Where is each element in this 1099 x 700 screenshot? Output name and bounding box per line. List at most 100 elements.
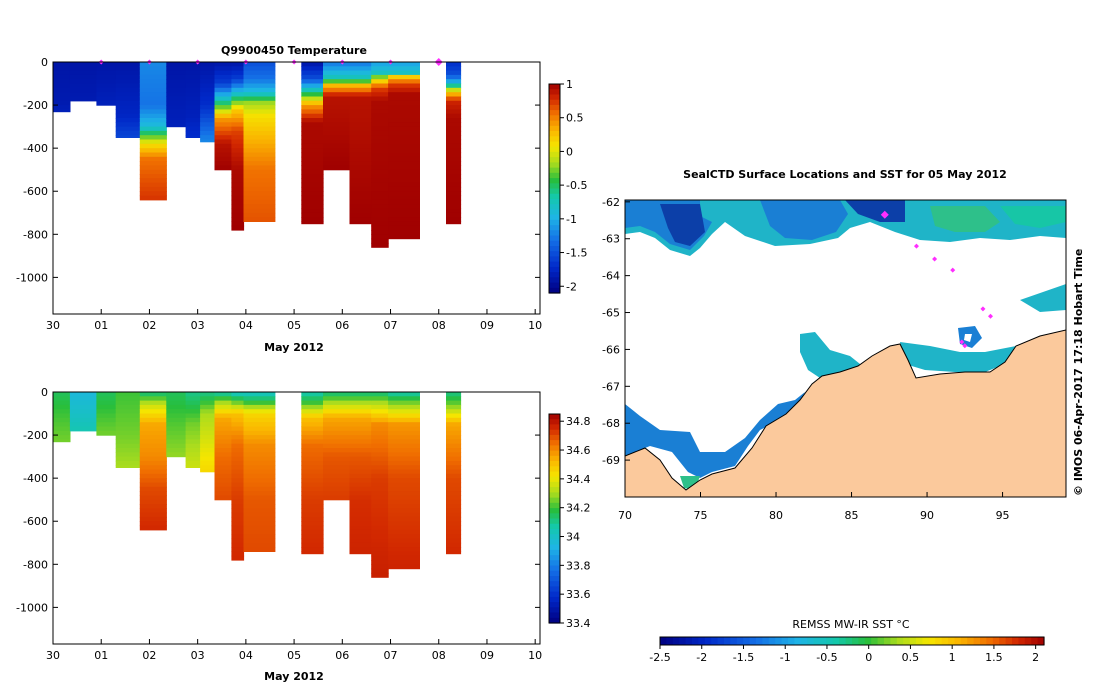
- profile-column: [214, 392, 232, 501]
- profile-cell: [166, 109, 187, 115]
- profile-cell: [115, 62, 141, 67]
- sst-colorbar-segment: [717, 637, 725, 645]
- profile-cell: [446, 551, 462, 555]
- profile-cell: [323, 417, 351, 423]
- profile-cell: [323, 413, 351, 419]
- profile-cell: [139, 495, 167, 501]
- profile-cell: [139, 122, 167, 128]
- profile-cell: [371, 551, 389, 557]
- profile-cell: [371, 161, 389, 166]
- profile-cell: [115, 430, 141, 436]
- profile-cell: [231, 512, 245, 518]
- profile-cell: [166, 413, 187, 419]
- profile-cell: [371, 169, 389, 175]
- profile-cell: [139, 70, 167, 76]
- profile-cell: [96, 400, 117, 406]
- profile-cell: [301, 478, 324, 484]
- profile-cell: [214, 469, 232, 475]
- profile-cell: [349, 156, 372, 162]
- profile-cell: [446, 512, 462, 518]
- profile-cell: [388, 186, 420, 192]
- profile-cell: [323, 460, 351, 466]
- profile-cell: [371, 118, 389, 123]
- profile-cell: [446, 478, 462, 484]
- profile-cell: [323, 70, 351, 76]
- profile-cell: [243, 473, 276, 479]
- profile-cell: [200, 83, 216, 89]
- sst-colorbar-segment: [1037, 637, 1045, 645]
- profile-cell: [349, 109, 372, 115]
- profile-cell: [115, 74, 141, 80]
- colorbar-segment: [549, 445, 560, 452]
- profile-cell: [139, 508, 167, 514]
- profile-cell: [231, 225, 245, 231]
- profile-cell: [69, 396, 97, 402]
- profile-cell: [446, 392, 462, 397]
- profile-cell: [388, 547, 420, 552]
- profile-cell: [166, 70, 187, 76]
- profile-cell: [301, 508, 324, 514]
- profile-cell: [185, 118, 201, 123]
- colorbar-segment: [549, 607, 560, 614]
- profile-cell: [301, 96, 324, 102]
- profile-cell: [371, 413, 389, 419]
- profile-cell: [301, 473, 324, 479]
- profile-cell: [371, 491, 389, 496]
- colorbar-segment: [549, 235, 560, 242]
- profile-cell: [53, 409, 71, 415]
- profile-cell: [446, 404, 462, 410]
- colorbar-segment: [549, 183, 560, 190]
- profile-cell: [166, 392, 187, 397]
- profile-cell: [301, 100, 324, 106]
- profile-cell: [139, 409, 167, 415]
- profile-cell: [323, 139, 351, 145]
- profile-cell: [301, 199, 324, 205]
- profile-cell: [231, 547, 245, 552]
- profile-cell: [214, 430, 232, 436]
- temperature-title: Q9900450 Temperature: [221, 44, 367, 57]
- surface-location-marker: [950, 267, 956, 273]
- profile-cell: [323, 456, 351, 462]
- profile-cell: [185, 435, 201, 440]
- profile-cell: [185, 113, 201, 119]
- profile-cell: [371, 529, 389, 535]
- profile-cell: [231, 448, 245, 453]
- colorbar-tick-label: 34.2: [566, 502, 591, 515]
- colorbar-segment: [549, 287, 560, 294]
- profile-cell: [301, 139, 324, 145]
- colorbar-segment: [549, 89, 560, 95]
- profile-column: [214, 62, 232, 171]
- profile-cell: [214, 139, 232, 145]
- profile-cell: [349, 178, 372, 184]
- profile-cell: [214, 456, 232, 462]
- profile-cell: [115, 409, 141, 415]
- profile-cell: [371, 460, 389, 466]
- profile-cell: [139, 152, 167, 158]
- profile-cell: [166, 74, 187, 80]
- profile-cell: [446, 199, 462, 205]
- profile-cell: [388, 439, 420, 445]
- profile-cell: [446, 221, 462, 225]
- profile-cell: [200, 439, 216, 445]
- colorbar-segment: [549, 115, 560, 122]
- profile-cell: [388, 70, 420, 76]
- profile-cell: [231, 404, 245, 410]
- profile-cell: [388, 221, 420, 227]
- profile-cell: [115, 456, 141, 462]
- profile-cell: [166, 62, 187, 67]
- colorbar-tick-label: -1: [566, 213, 577, 226]
- surface-location-marker: [987, 313, 993, 319]
- profile-cell: [371, 238, 389, 244]
- profile-cell: [231, 161, 245, 166]
- profile-cell: [53, 87, 71, 93]
- profile-cell: [371, 521, 389, 527]
- profile-cell: [243, 169, 276, 175]
- profile-cell: [243, 96, 276, 102]
- profile-cell: [243, 404, 276, 410]
- profile-cell: [371, 83, 389, 89]
- profile-column: [96, 62, 117, 106]
- profile-cell: [371, 538, 389, 544]
- profile-cell: [200, 130, 216, 136]
- profile-cell: [323, 130, 351, 136]
- profile-cell: [166, 113, 187, 119]
